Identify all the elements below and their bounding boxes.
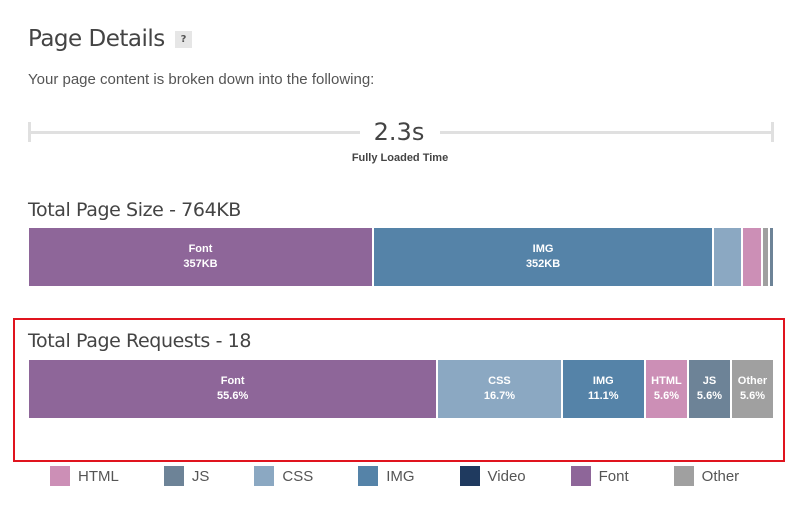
legend-item-html: HTML [50,466,119,486]
bar-segment-font[interactable]: Font 55.6% [29,360,437,418]
legend: HTML JS CSS IMG Video Font Other [50,466,784,486]
timeline-line-right [440,131,774,134]
page-subtitle: Your page content is broken down into th… [28,71,375,88]
page-size-title: Total Page Size - 764KB [28,199,241,221]
timeline-line-left [28,131,360,134]
bar-segment-js[interactable]: JS 5.6% [688,360,730,418]
legend-swatch [254,466,275,486]
segment-category-label: HTML [651,375,682,387]
segment-value-label: 5.6% [696,390,722,402]
page-requests-bar: Font 55.6% CSS 16.7% IMG 11.1% HTML 5.6% JS 5.6% O… [29,360,773,418]
bar-segment-other[interactable] [763,228,769,286]
segment-category-label: IMG [532,243,554,255]
fully-loaded-value: 2.3s [373,118,425,146]
bar-segment-css[interactable] [714,228,742,286]
legend-item-css: CSS [254,466,313,486]
page-requests-title: Total Page Requests - 18 [28,330,252,352]
segment-value-label: 16.7% [483,390,516,402]
segment-category-label: IMG [592,375,614,387]
segment-value-label: 55.6% [217,390,249,402]
legend-item-font: Font [570,466,629,486]
bar-segment-html[interactable] [743,228,762,286]
page-title: Page Details? [28,26,192,52]
legend-label: JS [191,467,210,485]
page-size-bar: Font 357KB IMG 352KB [29,228,773,286]
segment-category-label: CSS [488,375,511,387]
legend-label: Video [487,467,526,485]
legend-item-video: Video [459,466,526,486]
legend-label: Other [701,467,740,485]
legend-swatch [459,466,480,486]
help-button[interactable]: ? [174,31,192,48]
highlight-box [13,318,785,462]
segment-value-label: 357KB [183,258,218,270]
legend-label: IMG [386,467,415,485]
legend-label: CSS [282,467,314,485]
bar-segment-font[interactable]: Font 357KB [29,228,372,286]
legend-label: Font [598,467,629,485]
segment-value-label: 5.6% [653,390,679,402]
bar-segment-img[interactable]: IMG 11.1% [562,360,644,418]
segment-value-label: 11.1% [587,390,619,402]
bar-segment-img[interactable]: IMG 352KB [373,228,713,286]
legend-label: HTML [78,467,119,485]
fully-loaded-timeline: 2.3s Fully Loaded Time [28,118,774,164]
legend-swatch [50,466,70,486]
segment-category-label: Font [188,243,213,255]
segment-category-label: Other [737,375,768,387]
page-title-text: Page Details [28,26,165,52]
legend-swatch [358,466,379,486]
fully-loaded-label: Fully Loaded Time [351,152,449,164]
legend-item-other: Other [673,466,740,486]
legend-item-js: JS [163,466,210,486]
segment-category-label: Font [220,375,245,387]
bar-segment-html[interactable]: HTML 5.6% [645,360,687,418]
segment-value-label: 5.6% [739,390,766,402]
bar-segment-css[interactable]: CSS 16.7% [438,360,561,418]
legend-item-img: IMG [358,466,415,486]
segment-category-label: JS [702,375,717,387]
segment-value-label: 352KB [525,258,561,270]
bar-segment-other[interactable]: Other 5.6% [731,360,773,418]
legend-swatch [163,466,184,486]
legend-swatch [673,466,694,486]
bar-segment-js[interactable] [770,228,773,286]
legend-swatch [570,466,591,486]
timeline-end-cap [771,122,774,142]
